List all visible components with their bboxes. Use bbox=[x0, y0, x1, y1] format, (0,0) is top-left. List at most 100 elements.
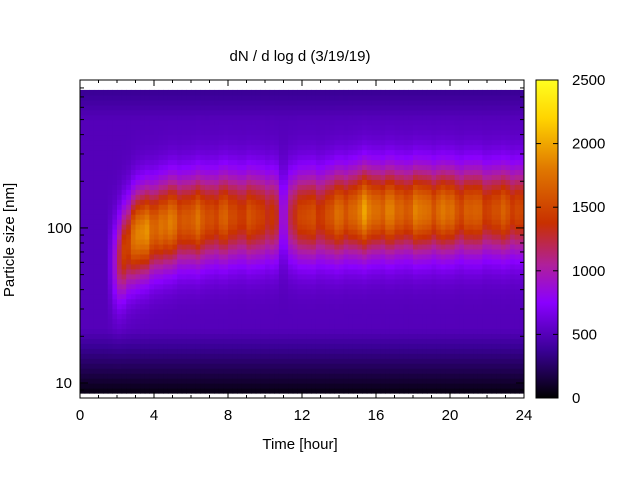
heatmap-cell bbox=[399, 99, 405, 106]
heatmap-cell bbox=[315, 353, 322, 359]
heatmap-cell bbox=[376, 358, 382, 364]
heatmap-cell bbox=[103, 214, 109, 220]
heatmap-cell bbox=[283, 149, 289, 156]
heatmap-cell bbox=[140, 129, 146, 136]
heatmap-cell bbox=[269, 154, 275, 161]
heatmap-cell bbox=[385, 293, 391, 300]
heatmap-cell bbox=[204, 268, 211, 275]
heatmap-cell bbox=[186, 268, 192, 275]
heatmap-cell bbox=[117, 328, 123, 335]
heatmap-cell bbox=[93, 353, 100, 359]
heatmap-cell bbox=[130, 164, 137, 171]
heatmap-cell bbox=[320, 139, 326, 146]
heatmap-cell bbox=[140, 318, 146, 325]
heatmap-cell bbox=[209, 129, 215, 136]
heatmap-cell bbox=[181, 189, 187, 195]
heatmap-cell bbox=[380, 323, 386, 330]
heatmap-cell bbox=[158, 169, 164, 176]
heatmap-cell bbox=[181, 159, 187, 166]
heatmap-cell bbox=[329, 239, 335, 245]
heatmap-cell bbox=[366, 179, 372, 185]
heatmap-cell bbox=[334, 338, 340, 344]
heatmap-cell bbox=[329, 323, 335, 330]
heatmap-cell bbox=[214, 214, 220, 220]
heatmap-cell bbox=[325, 298, 331, 305]
heatmap-cell bbox=[431, 174, 437, 180]
heatmap-cell bbox=[297, 124, 303, 131]
heatmap-cell bbox=[260, 273, 266, 280]
heatmap-cell bbox=[431, 89, 437, 96]
heatmap-cell bbox=[315, 378, 322, 384]
heatmap-cell bbox=[93, 358, 100, 364]
heatmap-cell bbox=[89, 268, 95, 275]
heatmap-cell bbox=[154, 358, 160, 364]
heatmap-cell bbox=[306, 184, 312, 190]
heatmap-cell bbox=[371, 174, 377, 180]
heatmap-cell bbox=[117, 318, 123, 325]
heatmap-cell bbox=[177, 368, 183, 374]
heatmap-cell bbox=[371, 338, 377, 344]
heatmap-cell bbox=[320, 89, 326, 96]
heatmap-cell bbox=[93, 288, 100, 295]
heatmap-cell bbox=[440, 239, 446, 245]
heatmap-cell bbox=[413, 104, 419, 111]
heatmap-cell bbox=[306, 154, 312, 161]
heatmap-cell bbox=[348, 248, 354, 255]
heatmap-cell bbox=[352, 224, 359, 230]
heatmap-cell bbox=[126, 298, 132, 305]
heatmap-cell bbox=[426, 373, 433, 379]
heatmap-cell bbox=[251, 179, 257, 185]
heatmap-cell bbox=[371, 328, 377, 335]
heatmap-cell bbox=[302, 353, 308, 359]
heatmap-cell bbox=[389, 243, 396, 250]
heatmap-cell bbox=[158, 114, 164, 121]
heatmap-cell bbox=[399, 348, 405, 354]
heatmap-cell bbox=[371, 99, 377, 106]
heatmap-cell bbox=[426, 388, 433, 394]
heatmap-cell bbox=[177, 293, 183, 300]
heatmap-cell bbox=[371, 119, 377, 126]
heatmap-cell bbox=[329, 114, 335, 121]
heatmap-cell bbox=[454, 378, 460, 384]
heatmap-cell bbox=[144, 273, 150, 280]
heatmap-cell bbox=[89, 224, 95, 230]
heatmap-cell bbox=[269, 224, 275, 230]
heatmap-cell bbox=[413, 234, 419, 240]
heatmap-cell bbox=[348, 199, 354, 205]
heatmap-cell bbox=[84, 358, 90, 364]
heatmap-cell bbox=[98, 124, 104, 131]
heatmap-cell bbox=[200, 388, 206, 394]
heatmap-cell bbox=[389, 124, 396, 131]
heatmap-cell bbox=[209, 273, 215, 280]
heatmap-cell bbox=[195, 378, 201, 384]
heatmap-cell bbox=[107, 263, 113, 270]
heatmap-cell bbox=[223, 253, 229, 260]
heatmap-cell bbox=[450, 124, 456, 131]
heatmap-cell bbox=[172, 388, 178, 394]
heatmap-cell bbox=[389, 169, 396, 176]
heatmap-cell bbox=[163, 134, 169, 141]
heatmap-cell bbox=[181, 134, 187, 141]
heatmap-cell bbox=[163, 343, 169, 349]
heatmap-cell bbox=[302, 154, 308, 161]
heatmap-cell bbox=[117, 358, 123, 364]
heatmap-cell bbox=[315, 243, 322, 250]
heatmap-cell bbox=[413, 348, 419, 354]
heatmap-cell bbox=[311, 258, 317, 265]
heatmap-cell bbox=[389, 139, 396, 146]
heatmap-cell bbox=[191, 248, 197, 255]
heatmap-cell bbox=[348, 234, 354, 240]
heatmap-cell bbox=[454, 199, 460, 205]
heatmap-cell bbox=[380, 149, 386, 156]
heatmap-cell bbox=[380, 194, 386, 200]
heatmap-cell bbox=[80, 358, 86, 364]
heatmap-cell bbox=[399, 323, 405, 330]
heatmap-cell bbox=[223, 209, 229, 215]
heatmap-cell bbox=[389, 283, 396, 290]
heatmap-cell bbox=[241, 328, 248, 335]
heatmap-cell bbox=[385, 154, 391, 161]
heatmap-cell bbox=[399, 263, 405, 270]
heatmap-cell bbox=[204, 373, 211, 379]
heatmap-cell bbox=[121, 313, 127, 320]
heatmap-cell bbox=[362, 378, 368, 384]
